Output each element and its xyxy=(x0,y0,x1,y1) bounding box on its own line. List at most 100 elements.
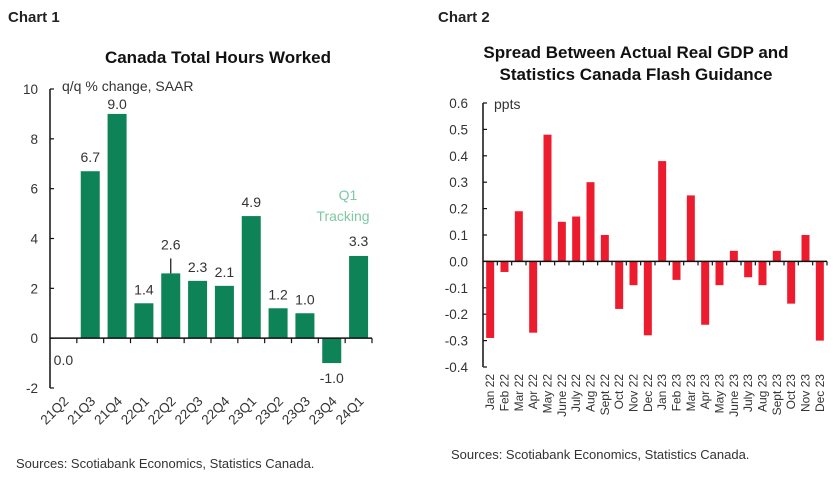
data-label: 4.9 xyxy=(242,194,262,210)
x-tick-label: Apr 22 xyxy=(526,374,540,410)
bar xyxy=(557,221,566,262)
bar xyxy=(107,113,127,339)
bar xyxy=(686,195,695,262)
chart1-header: Chart 1 xyxy=(8,9,60,26)
bar xyxy=(672,261,681,280)
bar xyxy=(134,303,154,339)
bar xyxy=(572,216,581,262)
x-tick-label: 21Q3 xyxy=(64,394,98,428)
x-tick-label: Mar 23 xyxy=(684,374,698,412)
x-tick-label: Nov 23 xyxy=(799,374,813,412)
x-tick-label: Dec 23 xyxy=(813,374,827,412)
bar xyxy=(543,134,552,262)
x-tick-label: Aug 23 xyxy=(756,374,770,412)
chart1-source: Sources: Scotiabank Economics, Statistic… xyxy=(16,456,314,471)
y-tick-label: 0.2 xyxy=(449,202,468,217)
bar xyxy=(658,161,667,262)
bar xyxy=(214,285,234,339)
chart2-title-line1: Spread Between Actual Real GDP and xyxy=(483,43,788,62)
chart1-ylabel: q/q % change, SAAR xyxy=(62,78,194,94)
bar xyxy=(80,171,100,339)
bar xyxy=(715,261,724,286)
x-tick-label: 23Q1 xyxy=(225,394,259,428)
x-tick-label: 22Q4 xyxy=(199,393,233,427)
y-tick-label: -0.4 xyxy=(445,360,469,375)
bar xyxy=(629,261,638,286)
y-tick-label: 0.1 xyxy=(449,228,468,243)
chart2-ylabel: ppts xyxy=(494,96,520,112)
bar xyxy=(744,261,753,278)
y-tick-label: 0.5 xyxy=(449,122,468,137)
data-label: 2.3 xyxy=(188,259,208,275)
bar xyxy=(772,250,781,262)
bar xyxy=(486,261,495,338)
x-tick-label: Feb 23 xyxy=(670,374,684,412)
chart1-annotation-line1: Q1 xyxy=(339,187,358,203)
bar xyxy=(729,250,738,262)
x-tick-label: Jan 22 xyxy=(483,374,497,410)
y-tick-label: 8 xyxy=(30,132,38,147)
x-tick-label: June 22 xyxy=(555,374,569,417)
y-tick-label: 2 xyxy=(30,281,38,296)
x-tick-label: 23Q4 xyxy=(306,393,340,427)
x-tick-label: Jan 23 xyxy=(655,374,669,410)
y-tick-label: 4 xyxy=(30,232,38,247)
bar xyxy=(758,261,767,286)
x-tick-label: Aug 22 xyxy=(584,374,598,412)
bar xyxy=(295,313,315,339)
bar xyxy=(500,261,509,272)
x-tick-label: 22Q1 xyxy=(118,394,152,428)
y-tick-label: -2 xyxy=(26,381,38,396)
x-tick-label: 23Q3 xyxy=(279,394,313,428)
bar xyxy=(161,273,181,339)
x-tick-label: July 23 xyxy=(741,374,755,412)
bar xyxy=(241,216,261,339)
y-tick-label: 10 xyxy=(23,82,38,97)
chart2-plot: -0.4 -0.3 -0.2 -0.1 0.0 0.1 0.2 0.3 0.4 0.5 0.6 Jan… xyxy=(445,96,828,417)
chart1-title: Canada Total Hours Worked xyxy=(105,48,331,67)
x-tick-label: May 23 xyxy=(713,374,727,414)
y-tick-label: 0.3 xyxy=(449,175,468,190)
x-tick-label: Sept 23 xyxy=(770,374,784,416)
data-label: 1.0 xyxy=(295,291,315,307)
data-label: 0.0 xyxy=(54,352,74,368)
x-tick-label: 21Q2 xyxy=(38,394,72,428)
bar xyxy=(349,255,369,339)
chart1-annotation-line2: Tracking xyxy=(316,208,369,224)
data-label: -1.0 xyxy=(320,370,344,386)
bar xyxy=(188,280,208,339)
x-tick-label: Sept 22 xyxy=(598,374,612,416)
x-tick-label: 22Q3 xyxy=(172,394,206,428)
chart1-plot: -2 0 2 4 6 8 10 0.0 21Q2 6.7 21Q3 9.0 21Q4 1.4 22Q1 2.6… xyxy=(23,82,373,428)
data-label: 6.7 xyxy=(81,149,101,165)
x-tick-label: Oct 23 xyxy=(784,374,798,410)
y-tick-label: 0.4 xyxy=(449,149,468,164)
y-tick-label: -0.2 xyxy=(445,307,468,322)
data-label: 1.2 xyxy=(268,286,288,302)
data-label: 1.4 xyxy=(134,281,154,297)
bar xyxy=(586,182,595,262)
x-tick-label: Apr 23 xyxy=(698,374,712,410)
x-tick-label: Nov 22 xyxy=(627,374,641,412)
x-tick-label: June 23 xyxy=(727,374,741,417)
y-tick-label: 6 xyxy=(30,182,38,197)
x-tick-label: Dec 22 xyxy=(641,374,655,412)
bar xyxy=(268,308,288,339)
y-tick-label: 0.0 xyxy=(449,254,468,269)
x-tick-label: Feb 22 xyxy=(498,374,512,412)
x-tick-label: 22Q2 xyxy=(145,394,179,428)
x-tick-label: May 22 xyxy=(541,374,555,414)
chart2-source: Sources: Scotiabank Economics, Statistic… xyxy=(451,447,749,462)
x-tick-label: 21Q4 xyxy=(91,393,125,427)
y-tick-label: -0.3 xyxy=(445,334,468,349)
x-tick-label: 24Q1 xyxy=(333,394,367,428)
x-tick-label: Oct 22 xyxy=(612,374,626,410)
data-label: 3.3 xyxy=(349,233,369,249)
bar xyxy=(615,261,624,309)
data-label: 2.6 xyxy=(161,236,181,252)
data-label: 9.0 xyxy=(107,96,127,112)
y-tick-label: 0.6 xyxy=(449,96,468,111)
bar xyxy=(514,211,523,262)
x-tick-label: July 22 xyxy=(569,374,583,412)
